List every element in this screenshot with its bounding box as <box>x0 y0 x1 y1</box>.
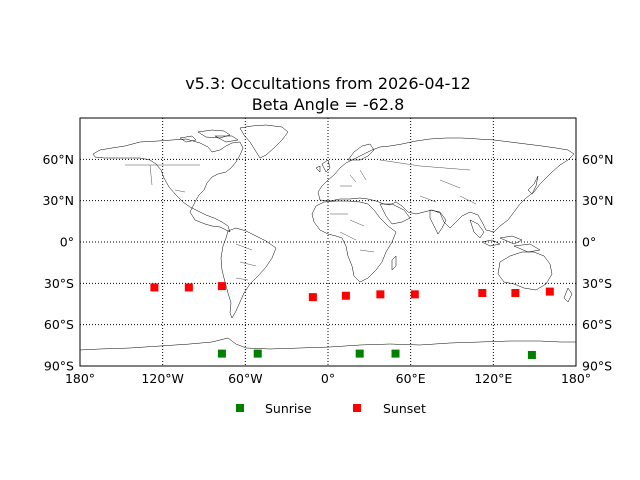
latitude-labels-right: 60°N 30°N 0° 30°S 60°S 90°S <box>582 152 614 374</box>
sunset-marker <box>184 283 193 292</box>
lat-tick-label-right: 30°S <box>582 276 612 291</box>
sunset-marker <box>150 283 159 292</box>
southeast-asia-coast <box>469 219 541 253</box>
graticule <box>80 118 576 366</box>
lon-tick-label: 60°E <box>396 371 426 386</box>
map-frame <box>79 117 577 367</box>
country-borders <box>125 159 477 281</box>
map-title-line2: Beta Angle = -62.8 <box>252 95 405 114</box>
occultation-markers <box>150 282 554 359</box>
australia-coast <box>497 251 553 291</box>
lat-tick-label-left: 60°S <box>44 317 74 332</box>
new-zealand-coast <box>563 287 573 303</box>
lat-tick-label-right: 0° <box>582 235 596 250</box>
longitude-labels: 180° 120°W 60°W 0° 60°E 120°E 180° <box>65 371 591 386</box>
madagascar-coast <box>391 255 397 271</box>
lon-tick-label: 60°W <box>228 371 263 386</box>
sunset-marker <box>341 291 350 300</box>
scandinavia-coast <box>347 143 375 161</box>
sunset-marker <box>308 293 317 302</box>
lat-tick-label-left: 0° <box>60 235 74 250</box>
lon-tick-label: 180° <box>65 371 95 386</box>
map-area <box>79 117 577 367</box>
coastlines <box>79 124 576 351</box>
sunrise-marker <box>355 349 364 358</box>
sunset-marker <box>478 288 487 297</box>
british-isles-coast <box>315 159 331 173</box>
lat-tick-label-left: 30°S <box>44 276 74 291</box>
sunset-marker <box>410 290 419 299</box>
lon-tick-label: 120°W <box>141 371 183 386</box>
sunrise-marker <box>527 350 536 359</box>
sunrise-marker <box>391 349 400 358</box>
lat-tick-label-right: 30°N <box>582 193 614 208</box>
legend-sunset-marker <box>353 404 361 412</box>
sunrise-marker <box>217 349 226 358</box>
legend-sunset-label: Sunset <box>383 401 426 416</box>
greenland-coast <box>239 124 289 159</box>
legend: Sunrise Sunset <box>236 401 426 416</box>
lat-tick-label-right: 60°S <box>582 317 612 332</box>
lon-tick-label: 0° <box>321 371 335 386</box>
map-title-line1: v5.3: Occultations from 2026-04-12 <box>185 74 471 93</box>
eurasia-coast <box>317 137 575 233</box>
lat-tick-label-right: 60°N <box>582 152 614 167</box>
japan-coast <box>527 175 539 195</box>
sunset-marker <box>217 282 226 291</box>
sunset-marker <box>376 290 385 299</box>
south-america-coast <box>220 227 277 319</box>
india-coast <box>429 209 447 235</box>
africa-coast <box>311 200 397 283</box>
legend-sunrise-marker <box>236 404 244 412</box>
lat-tick-label-right: 90°S <box>582 359 612 374</box>
arctic-islands-coast <box>179 129 239 143</box>
antarctica-coast <box>79 337 576 351</box>
lon-tick-label: 180° <box>561 371 591 386</box>
legend-sunrise-label: Sunrise <box>265 401 312 416</box>
sunset-marker <box>511 288 520 297</box>
arabia-coast <box>379 203 411 225</box>
latitude-labels-left: 60°N 30°N 0° 30°S 60°S 90°S <box>42 152 74 374</box>
lon-tick-label: 120°E <box>474 371 512 386</box>
lat-tick-label-left: 90°S <box>44 359 74 374</box>
sunrise-marker <box>253 349 262 358</box>
lat-tick-label-left: 60°N <box>42 152 74 167</box>
sunset-marker <box>545 287 554 296</box>
lat-tick-label-left: 30°N <box>42 193 74 208</box>
